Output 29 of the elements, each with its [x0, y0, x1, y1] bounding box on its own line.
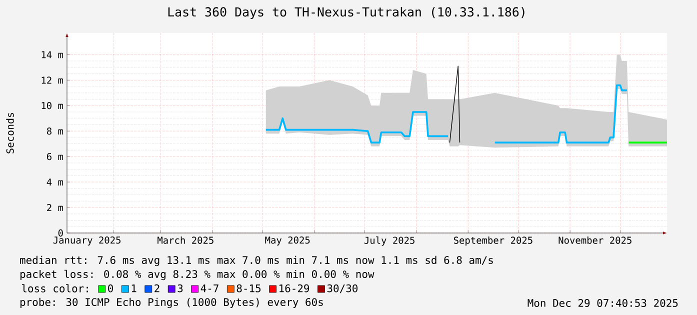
y-tick-label: 10 m [42, 102, 64, 110]
legend-label: 30/30 [327, 284, 358, 294]
y-tick-label: 4 m [46, 178, 64, 186]
legend-label: 4-7 [200, 284, 218, 292]
y-tick-label: 14 m [42, 51, 64, 58]
legend-label: 8-15 [236, 284, 260, 292]
legend-label: 1 [132, 284, 136, 292]
y-tick-label: 0 [58, 229, 63, 237]
legend-label: 16-29 [280, 284, 310, 292]
y-tick-label: 2 m [47, 204, 64, 212]
y-tick-label: 12 m [42, 76, 64, 84]
x-tick-label: November 2025 [558, 236, 632, 244]
x-tick-label: January 2025 [53, 236, 120, 246]
legend-label: 0 [108, 284, 113, 292]
legend-label: 3 [178, 284, 183, 292]
x-tick-label: March 2025 [158, 236, 214, 244]
y-tick-label: 6 m [46, 152, 64, 160]
text: packet loss: 0.08 % avg 8.23 % max 0.00 % min 0.00 % now [20, 270, 374, 280]
legend-label: 2 [154, 284, 160, 292]
text: Mon Dec 29 07:40:53 2025 [528, 299, 678, 307]
x-tick-label: July 2025 [364, 236, 414, 246]
chart-title: Last 360 Days to TH-Nexus-Tutrakan (10.33.1.186) [168, 6, 524, 20]
x-tick-label: September 2025 [454, 236, 532, 246]
x-tick-label: May 2025 [265, 236, 310, 246]
legend-title: loss color: [22, 284, 88, 292]
y-tick-label: 8 m [46, 128, 64, 135]
y-axis-title: Seconds [6, 112, 14, 154]
text: median rtt: 7.6 ms avg 13.1 ms max 7.0 ms min 7.1 ms now 1.1 ms sd 6.8 am/s [20, 256, 493, 266]
text: probe: 30 ICMP Echo Pings (1000 Bytes) every 60s [20, 298, 323, 308]
